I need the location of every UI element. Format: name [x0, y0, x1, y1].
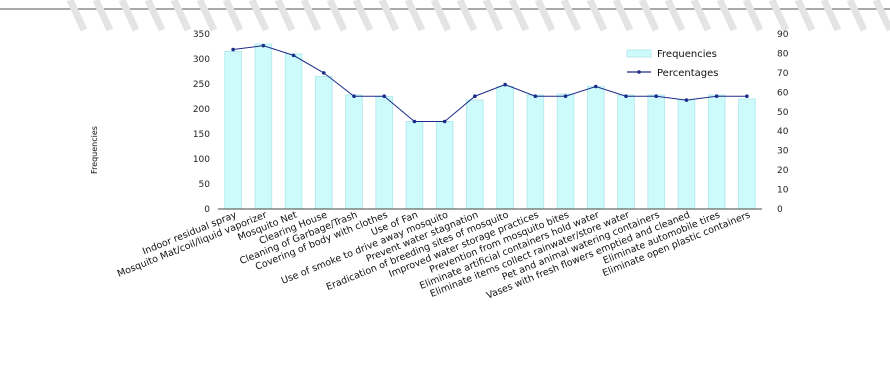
header-hatch-stripe — [768, 0, 790, 32]
y2-tick-label: 70 — [777, 69, 789, 79]
bar-frequency — [466, 99, 484, 210]
percentage-point — [442, 119, 447, 124]
y2-tick-label: 60 — [777, 88, 789, 98]
percentage-point — [745, 94, 749, 99]
y2-tick-label: 20 — [777, 166, 789, 176]
y2-tick-label: 90 — [777, 30, 789, 40]
header-hatch-stripe — [456, 0, 478, 32]
header-hatch-stripe — [690, 0, 712, 32]
header-hatch-stripe — [846, 0, 868, 32]
bar-frequency — [707, 94, 726, 210]
header-hatch-stripe — [352, 0, 374, 32]
y2-tick-label: 50 — [777, 108, 789, 118]
legend-label-frequencies: Frequencies — [657, 49, 717, 60]
header-hatch-stripe — [534, 0, 556, 32]
header-hatch-stripe — [794, 0, 816, 32]
header-hatch-stripe — [326, 0, 348, 32]
header-hatch-stripe — [560, 0, 582, 32]
legend-bar-swatch — [626, 49, 652, 58]
legend: Frequencies Percentages — [626, 49, 718, 79]
bar-frequency — [586, 86, 605, 210]
y-tick-label: 200 — [193, 105, 210, 115]
percentage-point — [684, 98, 689, 102]
bar-frequency — [647, 94, 666, 210]
header-hatch-stripe — [404, 0, 426, 32]
header-hatch-stripe — [430, 0, 452, 32]
y2-tick-label: 80 — [777, 49, 789, 59]
header-hatch-stripe — [638, 0, 660, 32]
percentage-point — [321, 71, 326, 75]
header-hatch-stripe — [66, 0, 88, 32]
header-hatch-stripe — [222, 0, 244, 32]
header-hatch-stripe — [378, 0, 400, 32]
header-hatch-stripe — [92, 0, 114, 32]
header-hatch-stripe — [118, 0, 140, 32]
bar-frequency — [405, 121, 424, 210]
bar-frequency — [526, 94, 545, 210]
y-axis-title: Frequencies — [90, 126, 99, 174]
percentage-point — [654, 94, 659, 99]
header-hatch-stripe — [586, 0, 608, 32]
header-hatch-stripe — [144, 0, 166, 32]
bar-frequency — [556, 93, 575, 210]
header-hatch-stripe — [248, 0, 270, 32]
header-hatch-stripe — [716, 0, 738, 32]
y-tick-label: 50 — [199, 180, 211, 190]
header-hatch-stripe — [508, 0, 530, 32]
percentage-point — [261, 43, 266, 48]
percentage-point — [624, 94, 628, 99]
percentage-point — [412, 119, 417, 124]
bar-frequency — [375, 96, 394, 210]
bar-frequency — [496, 86, 514, 210]
x-category-label: Mosquito Mat/coil/liquid vaporizer — [116, 210, 269, 280]
y-tick-label: 150 — [193, 130, 210, 140]
y-tick-label: 250 — [193, 80, 210, 90]
header-hatch-stripe — [612, 0, 634, 32]
header-hatch-stripe — [274, 0, 296, 32]
y-tick-label: 300 — [193, 55, 210, 65]
header-hatch-stripe — [872, 0, 890, 32]
bar-frequency — [254, 43, 273, 210]
bar-frequency — [224, 51, 242, 210]
percentage-point — [473, 94, 477, 99]
percentage-point — [714, 94, 719, 99]
percentage-line — [231, 43, 749, 124]
bar-frequency — [677, 99, 696, 210]
header-hatch-stripe — [664, 0, 686, 32]
legend-label-percentages: Percentages — [657, 68, 718, 79]
header-hatch-stripe — [820, 0, 842, 32]
percentage-point — [231, 47, 235, 52]
bar-frequency — [314, 76, 333, 210]
header-hatch-stripe — [196, 0, 218, 32]
percentage-point — [503, 82, 507, 87]
bar-frequency — [284, 53, 303, 210]
y-tick-label: 0 — [204, 205, 210, 215]
bar-frequency — [345, 94, 363, 210]
y2-tick-label: 30 — [777, 147, 789, 157]
y2-tick-label: 40 — [777, 127, 789, 137]
y2-tick-label: 10 — [777, 186, 789, 196]
header-hatch-stripe — [300, 0, 322, 32]
header-hatch-stripe — [482, 0, 504, 32]
percentage-point — [291, 53, 296, 58]
decorative-header — [0, 0, 890, 32]
percentage-point — [352, 94, 356, 99]
percentage-point — [593, 84, 598, 89]
percentage-series-line — [233, 45, 747, 122]
header-hatch-stripe — [170, 0, 192, 32]
percentage-point — [533, 94, 538, 99]
percentage-point — [563, 94, 568, 99]
legend-line-marker — [637, 70, 641, 74]
y2-tick-label: 0 — [777, 205, 783, 215]
bar-frequency — [617, 94, 635, 210]
bar-frequency — [435, 121, 454, 210]
frequency-bars — [224, 43, 756, 210]
percentage-point — [382, 94, 387, 99]
header-hatch-stripe — [742, 0, 764, 32]
y-tick-label: 100 — [193, 155, 210, 165]
bar-frequency — [738, 98, 756, 210]
y-tick-label: 350 — [193, 30, 210, 40]
